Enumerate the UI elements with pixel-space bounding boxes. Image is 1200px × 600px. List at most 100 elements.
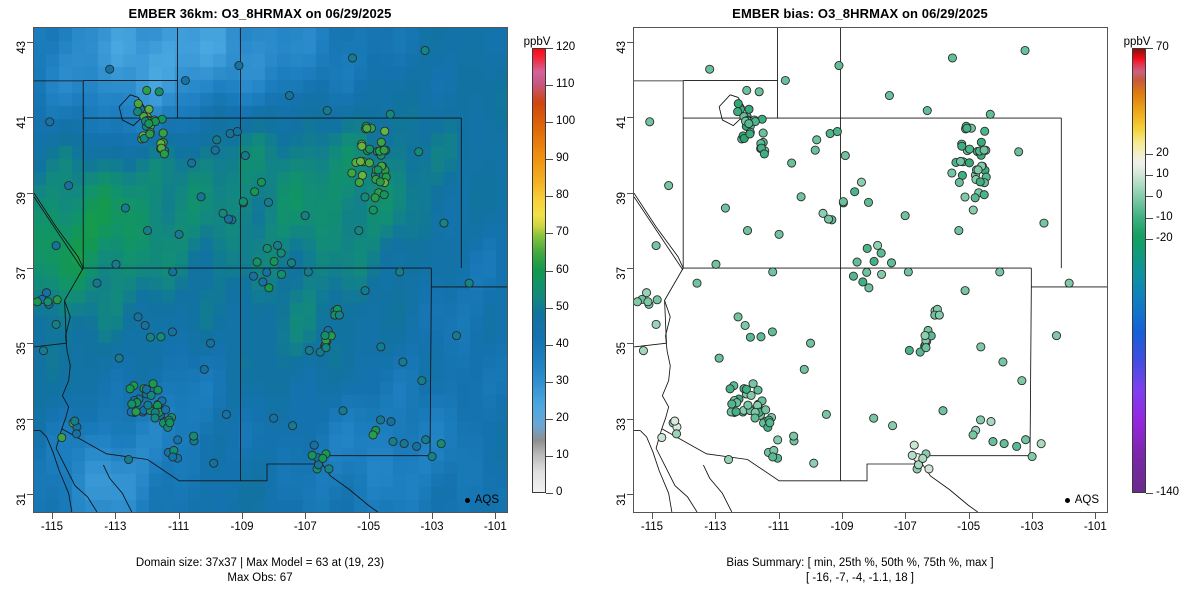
colorbar-tick-label: 20 (1156, 146, 1169, 159)
aqs-station-marker (199, 364, 209, 374)
y-axis-tick-mark (627, 117, 633, 119)
colorbar-tick-label: 40 (556, 337, 569, 350)
aqs-station-marker (388, 437, 398, 447)
aqs-station-marker (818, 208, 828, 218)
aqs-station-marker (131, 407, 141, 417)
aqs-station-marker (269, 413, 279, 423)
basemap-boundary-line (61, 300, 71, 429)
aqs-station-marker (189, 431, 199, 441)
bias-caption-line2: [ -16, -7, -4, -1.1, 18 ] (805, 572, 915, 584)
colorbar-tick-label: 50 (556, 300, 569, 313)
basemap-boundary-line (655, 428, 698, 512)
aqs-station-marker (318, 453, 328, 463)
aqs-station-marker (886, 258, 897, 268)
aqs-station-marker (34, 297, 42, 307)
x-axis-tick-mark (115, 513, 117, 519)
aqs-station-marker (986, 417, 996, 427)
x-axis-tick-label: -111 (168, 521, 190, 533)
aqs-station-marker (670, 416, 680, 426)
aqs-station-marker (124, 454, 134, 465)
model-caption-line1: Domain size: 37x37 | Max Model = 63 at (… (135, 557, 385, 569)
aqs-station-marker (651, 241, 661, 251)
aqs-station-marker (334, 310, 344, 320)
x-axis-tick-label: -105 (357, 521, 381, 533)
bias-panel: EMBER bias: O3_8HRMAX on 06/29/2025 AQS … (600, 0, 1200, 600)
aqs-station-marker (165, 418, 175, 428)
aqs-station-marker (324, 464, 334, 474)
aqs-station-marker (711, 259, 721, 269)
y-axis-tick-label: 35 (616, 342, 628, 356)
aqs-station-marker (376, 415, 386, 425)
colorbar-tick-label: 70 (556, 226, 569, 239)
basemap-boundary-line (429, 286, 432, 456)
aqs-station-marker (768, 267, 778, 277)
aqs-dot-icon (464, 497, 470, 503)
bias-colorbar-title: ppbV (1123, 36, 1151, 48)
aqs-station-marker (965, 144, 975, 154)
aqs-station-marker (420, 45, 430, 56)
aqs-station-marker (988, 437, 998, 447)
bias-colorbar: ppbV -140 -20 -10 0 10 20 70 (1120, 27, 1200, 513)
y-axis-tick-label: 37 (616, 267, 628, 280)
model-colorbar: ppbV 0 10 20 30 40 50 60 70 80 90 100 110 120 (520, 27, 604, 513)
aqs-station-marker (158, 128, 168, 138)
y-axis-tick-label: 39 (616, 191, 628, 205)
aqs-station-marker (264, 283, 274, 293)
bias-caption-line1: Bias Summary: [ min, 25th %, 50th %, 75t… (726, 557, 994, 569)
aqs-station-marker (753, 385, 763, 395)
aqs-station-marker (133, 107, 143, 117)
aqs-station-marker (360, 286, 370, 296)
aqs-station-marker (45, 117, 55, 127)
aqs-station-marker (365, 144, 375, 154)
aqs-station-marker (368, 205, 378, 215)
aqs-station-marker (373, 165, 383, 175)
x-axis-tick-label: -107 (893, 521, 917, 533)
y-axis-tick-mark (27, 42, 33, 44)
aqs-station-marker (799, 364, 809, 374)
aqs-station-marker (464, 278, 474, 288)
y-axis-tick-mark (627, 42, 633, 44)
aqs-station-marker (303, 267, 313, 277)
aqs-station-marker (759, 149, 769, 159)
aqs-station-marker (133, 312, 143, 322)
aqs-station-marker (1021, 435, 1031, 445)
aqs-station-marker (304, 345, 314, 355)
aqs-station-marker (761, 405, 771, 415)
aqs-station-marker (1039, 218, 1049, 228)
x-axis-tick-label: -109 (230, 521, 254, 533)
aqs-station-marker (975, 177, 985, 187)
aqs-station-marker (258, 277, 268, 287)
aqs-station-marker (744, 104, 754, 114)
aqs-station-marker (379, 145, 389, 155)
aqs-station-marker (212, 135, 222, 145)
x-axis-tick-mark (652, 513, 653, 519)
model-plot-area: AQS (33, 27, 508, 513)
aqs-station-marker (196, 192, 206, 202)
aqs-station-marker (741, 384, 751, 394)
x-axis-tick-label: -113 (704, 521, 727, 533)
colorbar-tick-label: 80 (556, 189, 569, 202)
colorbar-tick-label: 100 (556, 115, 576, 128)
x-axis-tick-label: -101 (483, 521, 507, 533)
y-axis-tick-label: 41 (16, 116, 28, 130)
colorbar-tick-mark (546, 493, 553, 494)
aqs-station-marker (947, 53, 957, 63)
aqs-station-marker (745, 129, 755, 139)
aqs-station-marker (376, 342, 386, 352)
aqs-station-marker (127, 399, 137, 409)
aqs-station-marker (173, 435, 183, 445)
x-axis-tick-label: -103 (420, 521, 444, 533)
aqs-station-marker (355, 156, 366, 166)
aqs-station-marker (979, 145, 989, 155)
aqs-station-marker (1020, 45, 1030, 56)
aqs-station-marker (386, 417, 396, 427)
aqs-station-marker (414, 147, 424, 157)
colorbar-tick-mark (1146, 48, 1153, 49)
basemap-boundary-line (634, 192, 684, 269)
x-axis-tick-mark (715, 513, 717, 519)
aqs-station-marker (347, 168, 357, 178)
aqs-station-marker (976, 342, 986, 352)
x-axis-tick-label: -107 (293, 521, 317, 533)
aqs-station-marker (850, 187, 860, 197)
y-axis-tick-mark (27, 494, 33, 496)
